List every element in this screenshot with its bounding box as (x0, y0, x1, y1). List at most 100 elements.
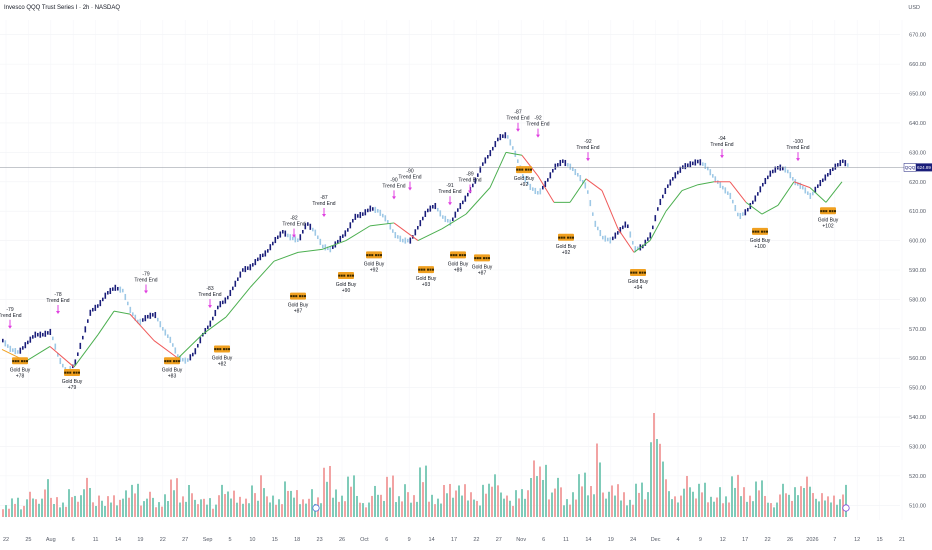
price-bar (354, 213, 357, 220)
signal-label: Trend End (198, 292, 221, 298)
price-bar (702, 162, 704, 166)
volume-bar (170, 479, 172, 517)
price-bar (482, 162, 484, 166)
volume-bar (599, 462, 601, 517)
signal-label: Gold Buy (628, 279, 649, 285)
price-bar (292, 236, 294, 241)
volume-bar (293, 497, 295, 517)
x-tick-label: 15 (877, 537, 883, 543)
signal-box (164, 357, 180, 365)
price-bar (684, 163, 687, 170)
price-bar (579, 175, 582, 182)
x-tick-label: 27 (182, 537, 188, 543)
price-bar (272, 241, 274, 246)
price-bar (42, 332, 44, 337)
volume-bar (680, 495, 682, 517)
x-tick-label: 19 (608, 537, 614, 543)
price-bar (122, 288, 124, 293)
price-bar (372, 207, 374, 211)
volume-bar (725, 496, 727, 517)
x-tick-label: 9 (699, 537, 702, 543)
price-bar (54, 343, 57, 350)
signal-score: +92 (370, 267, 379, 273)
volume-bar (695, 498, 697, 517)
volume-bar (260, 475, 262, 517)
signal-label: Gold Buy (750, 238, 771, 244)
signal-label: Trend End (282, 222, 305, 228)
signal-box (630, 269, 646, 277)
volume-bar (98, 495, 100, 517)
volume-bar (419, 467, 421, 517)
price-bar (739, 212, 742, 220)
price-bar (79, 342, 82, 349)
volume-bar (464, 484, 466, 517)
trail-segment (777, 181, 795, 206)
price-bar (777, 166, 779, 170)
volume-bar (731, 476, 733, 517)
price-bar (317, 235, 319, 240)
price-bar (629, 231, 632, 238)
price-bar (727, 191, 729, 195)
price-bar (509, 139, 512, 146)
price-bar (534, 187, 537, 195)
signal-label: Trend End (438, 189, 461, 195)
signal-box-text: ■■■ ■■■ (366, 252, 383, 257)
signal-box-text: ■■■ ■■■ (164, 358, 181, 363)
price-tag: QQQ 624.89 (903, 163, 932, 172)
price-bar (2, 338, 4, 343)
x-tick-label: 22 (3, 537, 9, 543)
price-bar (634, 246, 637, 253)
signal-label: Gold Buy (336, 282, 357, 288)
price-bar (524, 176, 527, 183)
volume-bar (668, 491, 670, 517)
signal-score: +89 (454, 267, 463, 273)
volume-bar (794, 487, 796, 517)
volume-bar (20, 509, 22, 517)
price-bar (669, 179, 672, 186)
trail-segment (793, 181, 811, 189)
trail-segment (73, 334, 99, 368)
price-bar (384, 215, 387, 222)
price-bar (599, 230, 602, 237)
price-bar (217, 305, 219, 310)
price-bar (592, 212, 594, 216)
signal-score: +92 (562, 250, 571, 256)
volume-bar (653, 413, 655, 517)
volume-bar (632, 504, 634, 517)
x-tick-label: 26 (787, 537, 793, 543)
volume-bar (95, 505, 97, 517)
x-tick-label: 14 (585, 537, 591, 543)
price-bar (657, 207, 659, 211)
volume-bar (101, 500, 103, 517)
price-bar (802, 185, 804, 190)
price-bar (427, 208, 429, 213)
volume-bar (686, 475, 688, 517)
volume-bar (770, 503, 772, 517)
volume-bar (614, 495, 616, 517)
price-bar (119, 286, 122, 293)
volume-bar (431, 494, 433, 517)
currency-label: USD (908, 5, 920, 11)
signal-box (558, 233, 574, 241)
volume-bar (710, 496, 712, 517)
price-bar (352, 218, 354, 223)
trail-segment (489, 152, 507, 188)
price-bar (502, 134, 504, 138)
price-bar (619, 227, 622, 234)
volume-bar (527, 490, 529, 517)
price-bar (402, 238, 404, 243)
price-bar (424, 210, 427, 217)
event-marker-icon[interactable] (842, 504, 850, 512)
trail-segment (49, 346, 75, 368)
volume-bar (746, 501, 748, 517)
price-bar (497, 137, 499, 142)
x-tick-label: 6 (385, 537, 388, 543)
arrow-head-icon (408, 187, 412, 191)
y-tick-label: 650.00 (909, 92, 926, 98)
signal-score: +87 (294, 309, 303, 315)
volume-bar (761, 480, 763, 517)
volume-bar (677, 502, 679, 517)
event-marker-icon[interactable] (312, 504, 320, 512)
price-bar (654, 215, 657, 222)
price-bar (507, 135, 509, 139)
